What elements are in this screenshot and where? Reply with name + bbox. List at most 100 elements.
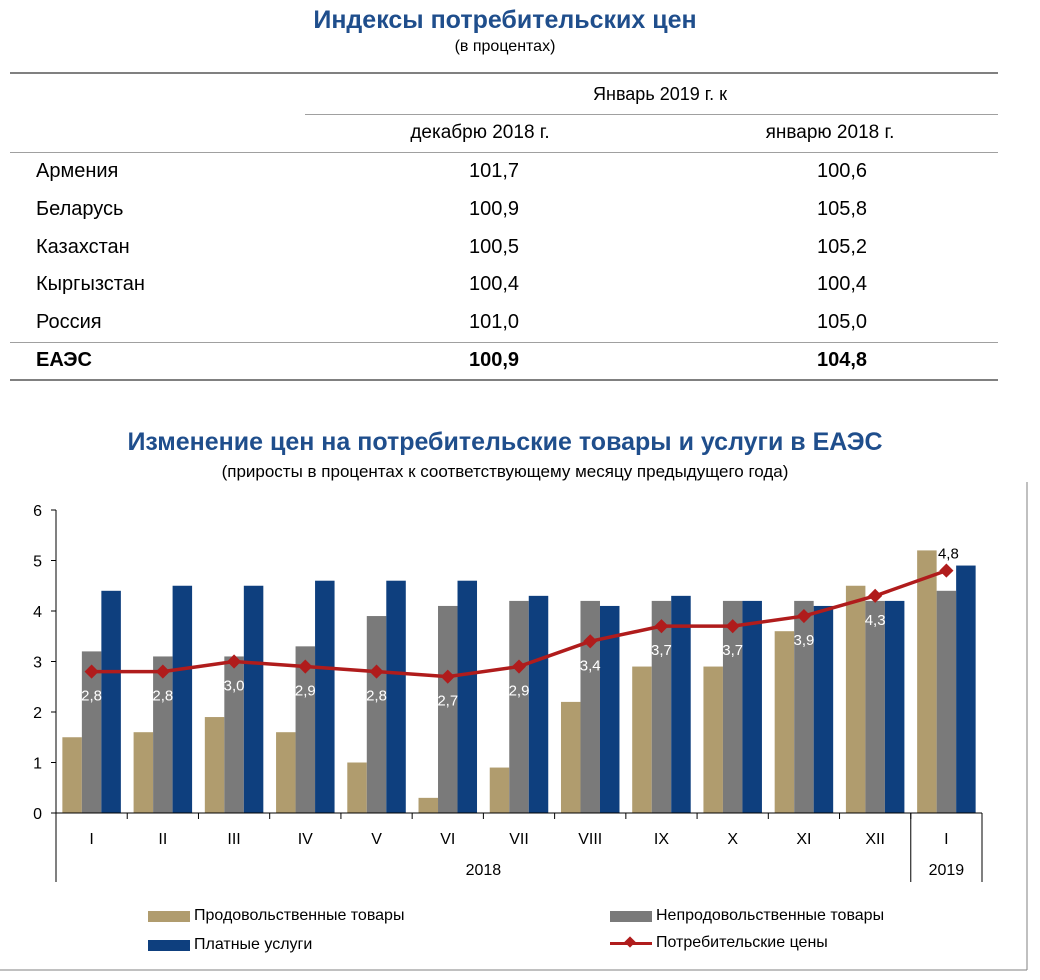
cpi-marker xyxy=(725,619,740,634)
cpi-marker xyxy=(369,664,384,679)
row-name: Армения xyxy=(36,160,119,182)
x-tick-label: VI xyxy=(440,831,455,848)
bar-1 xyxy=(651,600,672,813)
row-v1: 100,5 xyxy=(468,236,520,258)
bar-2 xyxy=(813,605,834,813)
total-v1: 100,9 xyxy=(468,349,520,371)
cpi-data-label: 2,8 xyxy=(81,688,102,705)
total-rule xyxy=(10,342,998,343)
cpi-marker xyxy=(939,563,954,578)
bar-2 xyxy=(315,580,335,813)
bar-0 xyxy=(845,585,866,813)
header-group: Январь 2019 г. к xyxy=(593,84,727,104)
cpi-data-label: 2,8 xyxy=(152,688,173,705)
row-v1: 101,7 xyxy=(468,160,520,182)
legend-item-services: Платные услуги xyxy=(148,936,312,954)
bar-0 xyxy=(917,550,937,813)
bar-1 xyxy=(509,600,529,813)
legend-item-food: Продовольственные товары xyxy=(148,907,404,925)
row-v1: 100,4 xyxy=(468,273,520,295)
table-top-rule xyxy=(10,72,998,74)
legend-swatch-cpi xyxy=(610,936,652,950)
total-name: ЕАЭС xyxy=(36,349,92,371)
legend-swatch-nonfood xyxy=(610,910,652,922)
bar-1 xyxy=(366,616,387,813)
bar-0 xyxy=(632,666,652,813)
y-tick-label: 0 xyxy=(33,806,42,823)
bar-1 xyxy=(580,600,600,813)
bar-0 xyxy=(204,717,225,813)
x-tick-label: I xyxy=(89,831,93,848)
bar-1 xyxy=(865,600,885,813)
x-tick-label: II xyxy=(158,831,167,848)
row-name: Кыргызстан xyxy=(36,273,145,295)
bar-1 xyxy=(81,651,102,813)
cpi-marker xyxy=(868,588,883,603)
row-v2: 105,0 xyxy=(816,311,868,333)
y-tick-label: 4 xyxy=(33,604,42,621)
total-v2: 104,8 xyxy=(816,349,868,371)
cpi-marker xyxy=(654,619,669,634)
legend-label-cpi: Потребительские цены xyxy=(656,934,828,951)
bar-0 xyxy=(276,732,296,813)
cpi-marker xyxy=(796,608,811,624)
y-tick-label: 1 xyxy=(33,756,42,773)
bar-0 xyxy=(62,737,82,813)
row-v2: 105,2 xyxy=(816,236,868,258)
row-v2: 100,4 xyxy=(816,273,868,295)
bar-2 xyxy=(742,600,762,813)
x-tick-label: IV xyxy=(298,831,313,848)
bar-1 xyxy=(936,590,957,813)
y-tick-label: 2 xyxy=(33,705,42,722)
row-v2: 105,8 xyxy=(816,198,868,220)
x-tick-label: IX xyxy=(654,831,669,848)
y-tick-label: 6 xyxy=(33,503,42,520)
row-v2: 100,6 xyxy=(816,160,868,182)
row-name: Беларусь xyxy=(36,198,124,220)
cpi-data-label: 2,9 xyxy=(509,683,530,700)
bar-2 xyxy=(671,595,691,813)
cpi-marker xyxy=(583,634,598,649)
cpi-marker xyxy=(511,659,527,674)
cpi-marker xyxy=(227,654,242,669)
row-name: Россия xyxy=(36,311,102,333)
col2-header: январю 2018 г. xyxy=(765,122,895,143)
row-v1: 101,0 xyxy=(468,311,520,333)
bar-0 xyxy=(347,762,367,813)
year-label: 2019 xyxy=(929,862,965,879)
cpi-data-label: 2,8 xyxy=(366,688,387,705)
row-v1: 100,9 xyxy=(468,198,520,220)
legend-item-nonfood: Непродовольственные товары xyxy=(610,907,884,925)
header-bottom-rule xyxy=(10,152,998,153)
bar-2 xyxy=(956,565,976,813)
row-name: Казахстан xyxy=(36,236,130,258)
x-tick-label: X xyxy=(727,831,738,848)
bar-1 xyxy=(153,656,173,813)
legend-swatch-services xyxy=(148,939,190,951)
bar-0 xyxy=(418,797,439,813)
bar-0 xyxy=(133,732,154,813)
cpi-data-label: 4,8 xyxy=(938,546,959,563)
cpi-data-label: 3,7 xyxy=(722,642,743,659)
legend-label-nonfood: Непродовольственные товары xyxy=(656,907,885,924)
table-bottom-rule xyxy=(10,379,998,381)
bar-2 xyxy=(457,580,478,813)
x-tick-label: XI xyxy=(796,831,811,848)
bar-2 xyxy=(101,590,121,813)
x-tick-label: V xyxy=(371,831,382,848)
bar-0 xyxy=(774,631,795,813)
bar-0 xyxy=(560,701,581,813)
bar-1 xyxy=(438,605,458,813)
cpi-marker xyxy=(440,669,455,684)
x-tick-label: VII xyxy=(509,831,529,848)
bar-2 xyxy=(243,585,264,813)
legend-item-cpi: Потребительские цены xyxy=(610,934,828,952)
cpi-data-label: 2,7 xyxy=(437,693,458,710)
legend-label-services: Платные услуги xyxy=(194,936,313,953)
col1-header: декабрю 2018 г. xyxy=(410,122,550,143)
cpi-data-label: 3,9 xyxy=(793,632,814,649)
bar-2 xyxy=(386,580,406,813)
cpi-marker xyxy=(298,659,313,674)
x-tick-label: VIII xyxy=(578,831,602,848)
